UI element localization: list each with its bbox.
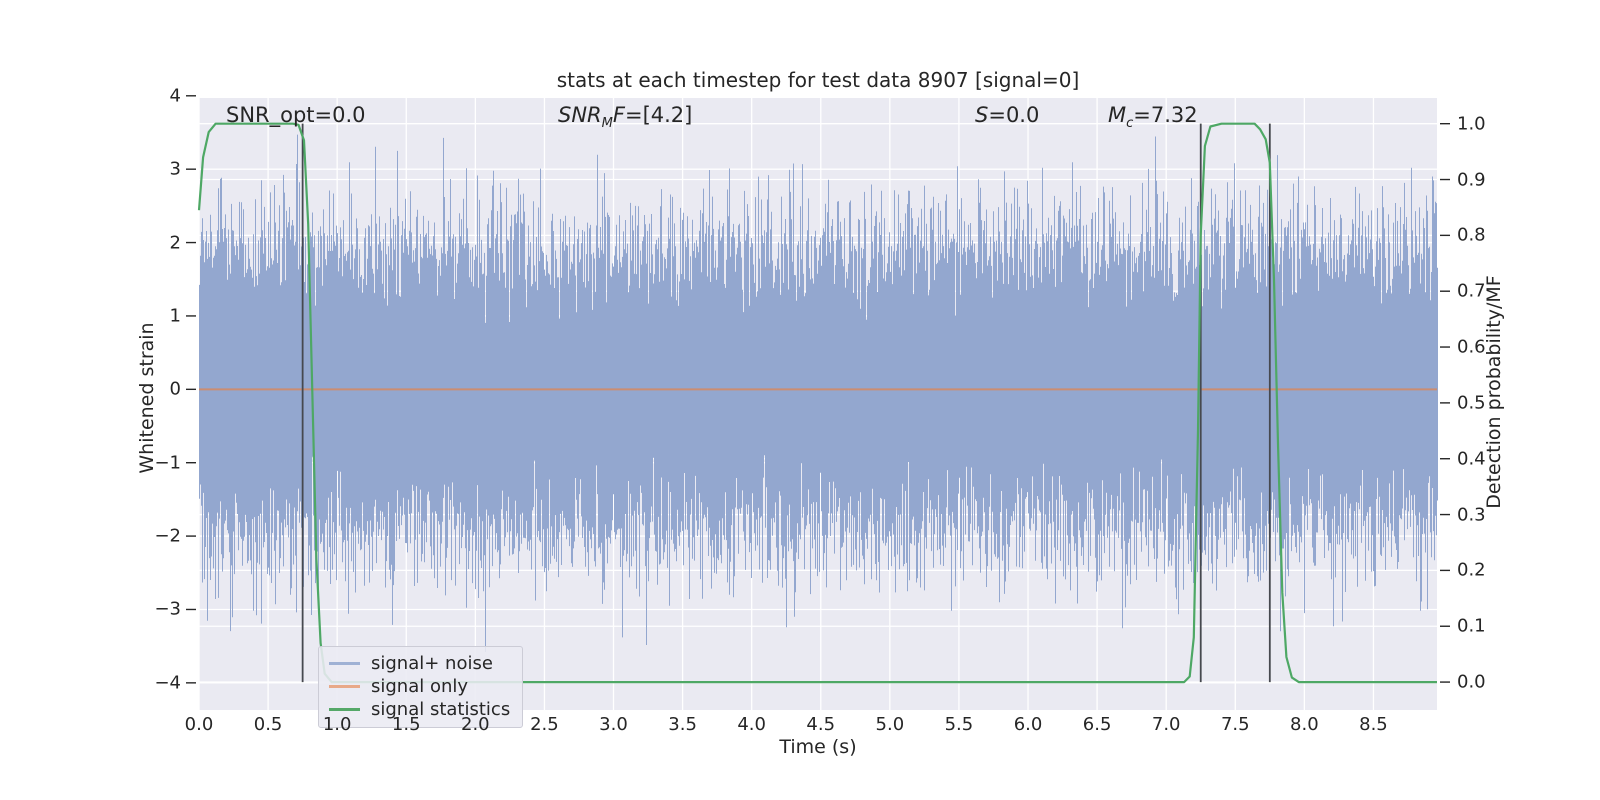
legend-item-signal-noise: signal+ noise bbox=[329, 653, 510, 674]
legend-label-signal-statistics: signal statistics bbox=[371, 699, 511, 720]
x-tick-label: 1.0 bbox=[322, 714, 352, 735]
annotation-snr-mf: SNRMF=[4.2] bbox=[558, 103, 693, 132]
x-tick-label: 5.0 bbox=[875, 714, 905, 735]
annotation-s: S=0.0 bbox=[975, 103, 1040, 127]
x-tick-label: 2.5 bbox=[530, 714, 559, 735]
legend-label-signal-noise: signal+ noise bbox=[371, 653, 493, 674]
y-tick-label-left: 4 bbox=[169, 85, 181, 107]
y-tick-label-left: −2 bbox=[154, 525, 181, 547]
x-tick-label: 0.0 bbox=[184, 714, 214, 735]
x-tick-label: 7.5 bbox=[1220, 714, 1250, 735]
series-signal-statistics bbox=[197, 122, 1437, 684]
y-tick-label-left: −4 bbox=[154, 672, 181, 694]
y-tick-label-right: 0.9 bbox=[1457, 169, 1486, 191]
y-tick-label-left: 3 bbox=[169, 158, 181, 180]
y-tick-label-left: 0 bbox=[169, 378, 181, 400]
annotation-snr-opt: SNR_opt=0.0 bbox=[226, 103, 366, 127]
x-tick-label: 3.0 bbox=[599, 714, 628, 735]
x-tick-label: 4.0 bbox=[737, 714, 766, 735]
y-tick-label-left: −3 bbox=[154, 598, 181, 620]
y-tick-label-right: 0.4 bbox=[1457, 448, 1486, 470]
y-tick-label-left: 2 bbox=[169, 232, 181, 254]
y-tick-label-right: 0.5 bbox=[1457, 392, 1486, 414]
legend-line-signal-statistics bbox=[329, 708, 360, 711]
annotation-mc: Mc=7.32 bbox=[1108, 103, 1198, 132]
annotation-snr-opt-text: SNR_opt=0.0 bbox=[226, 103, 366, 127]
x-tick-label: 3.5 bbox=[668, 714, 697, 735]
y-tick-label-left: −1 bbox=[154, 452, 181, 474]
x-tick-label: 2.0 bbox=[461, 714, 490, 735]
y-tick-label-right: 0.3 bbox=[1457, 504, 1486, 526]
y-axis-label-right: Detection probability/MF bbox=[1483, 275, 1505, 509]
y-tick-label-right: 0.7 bbox=[1457, 280, 1486, 302]
x-tick-label: 4.5 bbox=[806, 714, 836, 735]
x-tick-label: 5.5 bbox=[944, 714, 974, 735]
legend: signal+ noise signal only signal statist… bbox=[318, 646, 524, 728]
x-tick-label: 6.0 bbox=[1013, 714, 1043, 735]
y-tick-label-left: 1 bbox=[169, 305, 181, 327]
legend-line-signal-only bbox=[329, 685, 360, 688]
x-tick-label: 7.0 bbox=[1151, 714, 1181, 735]
y-tick-label-right: 0.8 bbox=[1457, 224, 1486, 246]
legend-item-signal-only: signal only bbox=[329, 676, 510, 697]
x-tick-label: 0.5 bbox=[253, 714, 283, 735]
y-tick-label-right: 0.1 bbox=[1457, 615, 1486, 637]
chart-title: stats at each timestep for test data 890… bbox=[556, 68, 1080, 92]
y-tick-label-right: 0.2 bbox=[1457, 559, 1486, 581]
legend-label-signal-only: signal only bbox=[371, 676, 469, 697]
legend-item-signal-statistics: signal statistics bbox=[329, 699, 510, 720]
y-tick-label-right: 0.6 bbox=[1457, 336, 1486, 358]
y-tick-label-right: 0.0 bbox=[1457, 671, 1486, 693]
y-tick-label-right: 1.0 bbox=[1457, 113, 1486, 135]
series-signal-plus-noise bbox=[199, 134, 1438, 652]
x-tick-label: 8.5 bbox=[1359, 714, 1388, 735]
legend-line-signal-noise bbox=[329, 662, 360, 665]
x-tick-label: 6.5 bbox=[1082, 714, 1112, 735]
x-tick-label: 1.5 bbox=[391, 714, 421, 735]
x-axis-label: Time (s) bbox=[779, 736, 857, 758]
y-axis-label-left: Whitened strain bbox=[136, 322, 158, 474]
x-tick-label: 8.0 bbox=[1290, 714, 1319, 735]
